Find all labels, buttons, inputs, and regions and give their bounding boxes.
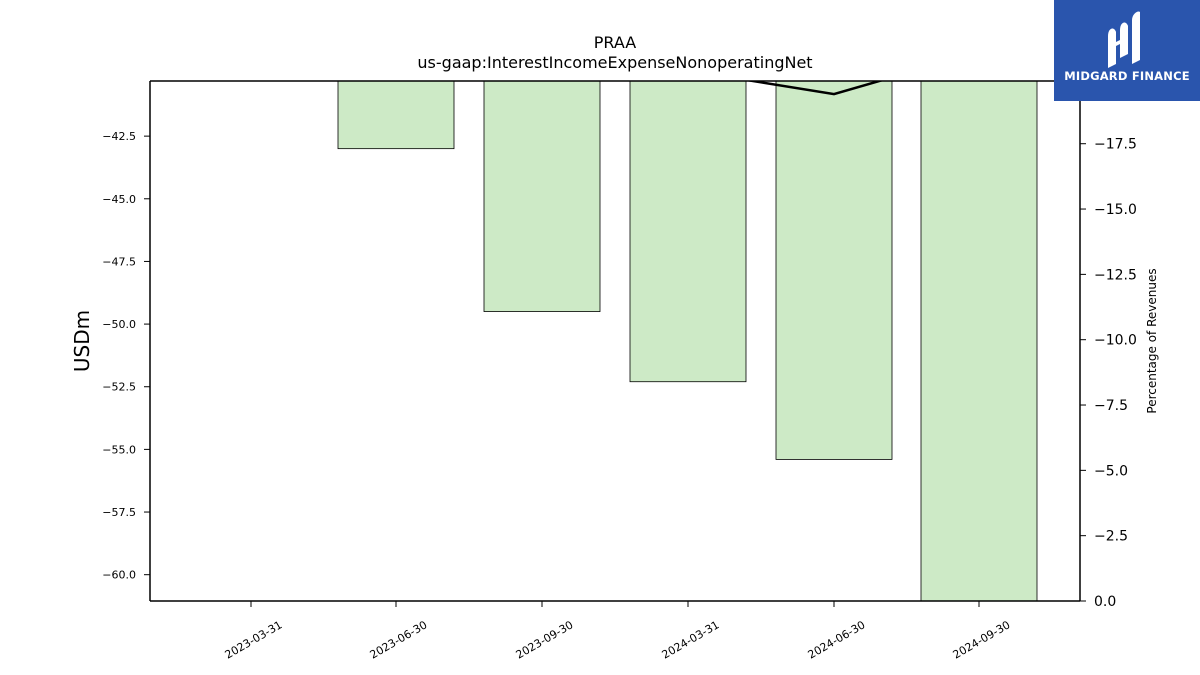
y2-tick-label: −17.5 — [1094, 137, 1137, 153]
y-tick-label: −52.5 — [102, 381, 136, 394]
bar-2023-06-30 — [337, 80, 455, 150]
bar-2024-09-30 — [920, 80, 1038, 602]
bar-2024-03-31 — [629, 80, 747, 383]
y2-tick-label: −15.0 — [1094, 202, 1137, 218]
brand-logo: MIDGARD FINANCE — [1054, 0, 1200, 101]
y-tick-label: −50.0 — [102, 318, 136, 331]
y-tick-label: −42.5 — [102, 130, 136, 143]
revenue-percentage-line — [745, 81, 884, 96]
y2-tick-label: −5.0 — [1094, 463, 1128, 479]
y-axis-label: USDm — [70, 310, 94, 372]
y-tick-label: −45.0 — [102, 193, 136, 206]
y2-tick-label: −12.5 — [1094, 267, 1137, 283]
y-tick-label: −60.0 — [102, 569, 136, 582]
x-tick-label: 2023-09-30 — [514, 618, 576, 661]
chart-title: PRAA — [594, 33, 637, 52]
x-tick-label: 2024-03-31 — [660, 618, 722, 661]
logo-text: MIDGARD FINANCE — [1064, 69, 1190, 83]
x-tick-label: 2023-06-30 — [368, 618, 430, 661]
bar-2023-09-30 — [483, 80, 601, 312]
y2-tick-label: −7.5 — [1094, 398, 1128, 414]
y2-tick-label: −10.0 — [1094, 333, 1137, 349]
y2-axis-label: Percentage of Revenues — [1145, 268, 1159, 413]
x-tick-label: 2024-09-30 — [951, 618, 1013, 661]
y2-tick-label: 0.0 — [1094, 594, 1116, 610]
x-tick-label: 2023-03-31 — [223, 618, 285, 661]
x-tick-label: 2024-06-30 — [806, 618, 868, 661]
y-tick-label: −55.0 — [102, 443, 136, 456]
y-tick-label: −47.5 — [102, 255, 136, 268]
midgard-logo-icon — [1108, 11, 1140, 68]
bar-2024-06-30 — [775, 80, 893, 460]
y2-tick-label: −2.5 — [1094, 529, 1128, 545]
chart-subtitle: us-gaap:InterestIncomeExpenseNonoperatin… — [417, 53, 812, 72]
y-tick-label: −57.5 — [102, 506, 136, 519]
